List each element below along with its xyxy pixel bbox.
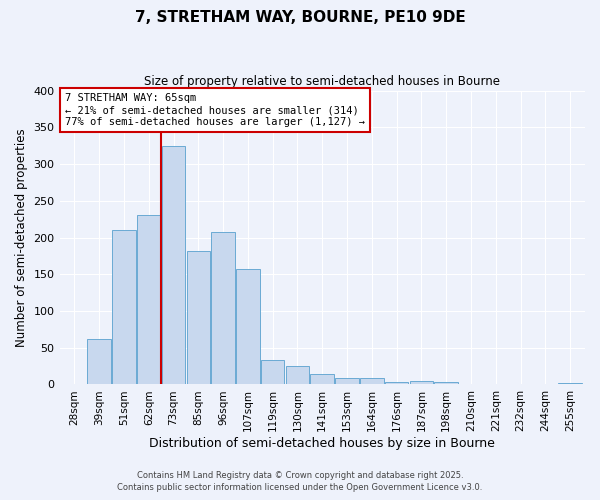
Y-axis label: Number of semi-detached properties: Number of semi-detached properties <box>15 128 28 347</box>
Bar <box>385 382 409 384</box>
Bar <box>162 146 185 384</box>
Text: Contains HM Land Registry data © Crown copyright and database right 2025.
Contai: Contains HM Land Registry data © Crown c… <box>118 471 482 492</box>
Bar <box>137 216 161 384</box>
Bar <box>559 383 582 384</box>
X-axis label: Distribution of semi-detached houses by size in Bourne: Distribution of semi-detached houses by … <box>149 437 495 450</box>
Text: 7, STRETHAM WAY, BOURNE, PE10 9DE: 7, STRETHAM WAY, BOURNE, PE10 9DE <box>134 10 466 25</box>
Bar <box>187 250 210 384</box>
Text: 7 STRETHAM WAY: 65sqm
← 21% of semi-detached houses are smaller (314)
77% of sem: 7 STRETHAM WAY: 65sqm ← 21% of semi-deta… <box>65 94 365 126</box>
Bar <box>360 378 383 384</box>
Bar <box>112 230 136 384</box>
Bar <box>434 382 458 384</box>
Bar <box>286 366 309 384</box>
Title: Size of property relative to semi-detached houses in Bourne: Size of property relative to semi-detach… <box>144 75 500 88</box>
Bar <box>335 378 359 384</box>
Bar <box>236 269 260 384</box>
Bar <box>310 374 334 384</box>
Bar <box>410 381 433 384</box>
Bar <box>211 232 235 384</box>
Bar <box>88 339 111 384</box>
Bar <box>261 360 284 384</box>
